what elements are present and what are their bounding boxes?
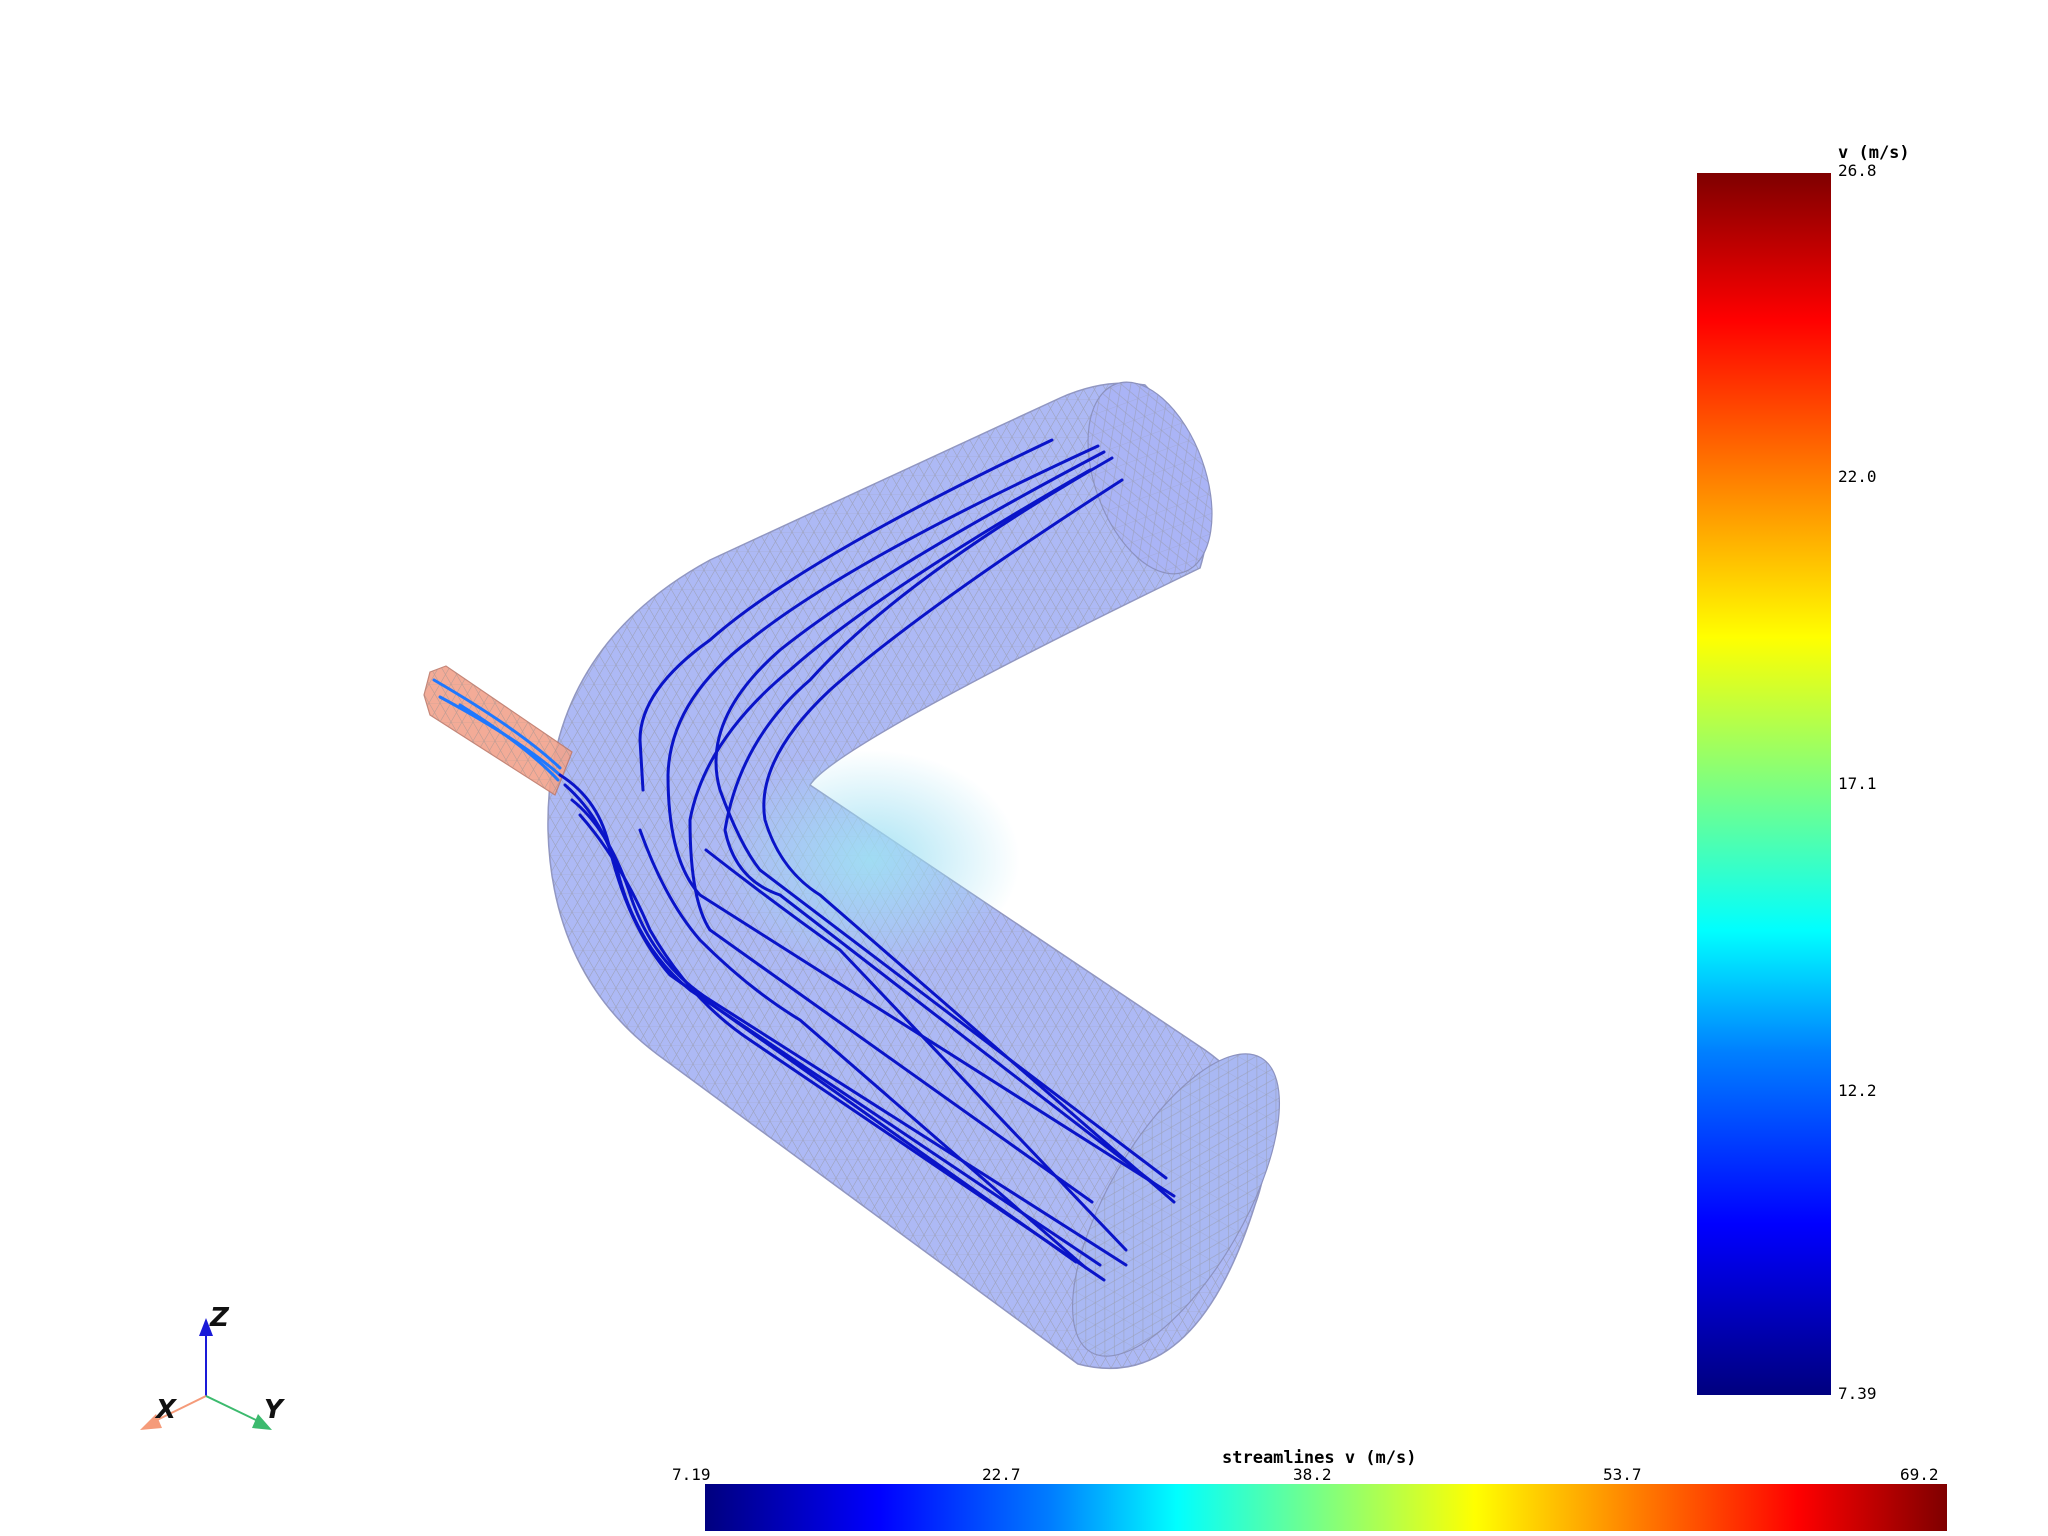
x-axis-arrow (140, 1414, 162, 1430)
orientation-triad (140, 1318, 272, 1430)
streamlines-colorbar-tick: 7.19 (672, 1465, 711, 1484)
y-axis-arrow (252, 1414, 272, 1430)
velocity-colorbar-tick: 17.1 (1838, 774, 1877, 793)
velocity-colorbar-tick: 22.0 (1838, 467, 1877, 486)
inlet-streamline (432, 678, 562, 770)
velocity-colorbar-title: v (m/s) (1838, 143, 1910, 163)
streamlines (432, 438, 1176, 1282)
inner-bend-highlight (720, 750, 1020, 970)
z-axis-arrow (199, 1318, 213, 1336)
streamlines-colorbar-title: streamlines v (m/s) (1222, 1448, 1417, 1468)
streamline (688, 468, 1094, 1204)
pipe-body (547, 381, 1281, 1369)
velocity-colorbar-tick: 7.39 (1838, 1384, 1877, 1403)
streamlines-colorbar-tick: 38.2 (1293, 1465, 1332, 1484)
streamline (762, 478, 1176, 1204)
streamline (638, 828, 1088, 1270)
inlet-streamline (458, 703, 560, 782)
y-axis-line (205, 1395, 259, 1422)
streamline (638, 438, 1054, 792)
streamline (714, 450, 1168, 1180)
streamlines-colorbar-tick: 53.7 (1603, 1465, 1642, 1484)
streamline (666, 444, 1176, 1198)
z-axis-label: Z (210, 1303, 229, 1333)
streamline (723, 456, 1162, 1190)
velocity-colorbar-tick: 26.8 (1838, 161, 1877, 180)
y-axis-label: Y (264, 1395, 283, 1425)
streamline (563, 783, 1102, 1267)
velocity-colorbar (1697, 173, 1831, 1395)
streamline (578, 813, 1106, 1282)
streamlines-colorbar-tick: 22.7 (982, 1465, 1021, 1484)
streamline (704, 848, 1128, 1252)
x-axis-line (154, 1395, 207, 1422)
x-axis-label: X (156, 1395, 177, 1425)
streamlines-colorbar-tick: 69.2 (1900, 1465, 1939, 1484)
velocity-colorbar-tick: 12.2 (1838, 1081, 1877, 1100)
streamlines-colorbar (705, 1484, 1947, 1531)
